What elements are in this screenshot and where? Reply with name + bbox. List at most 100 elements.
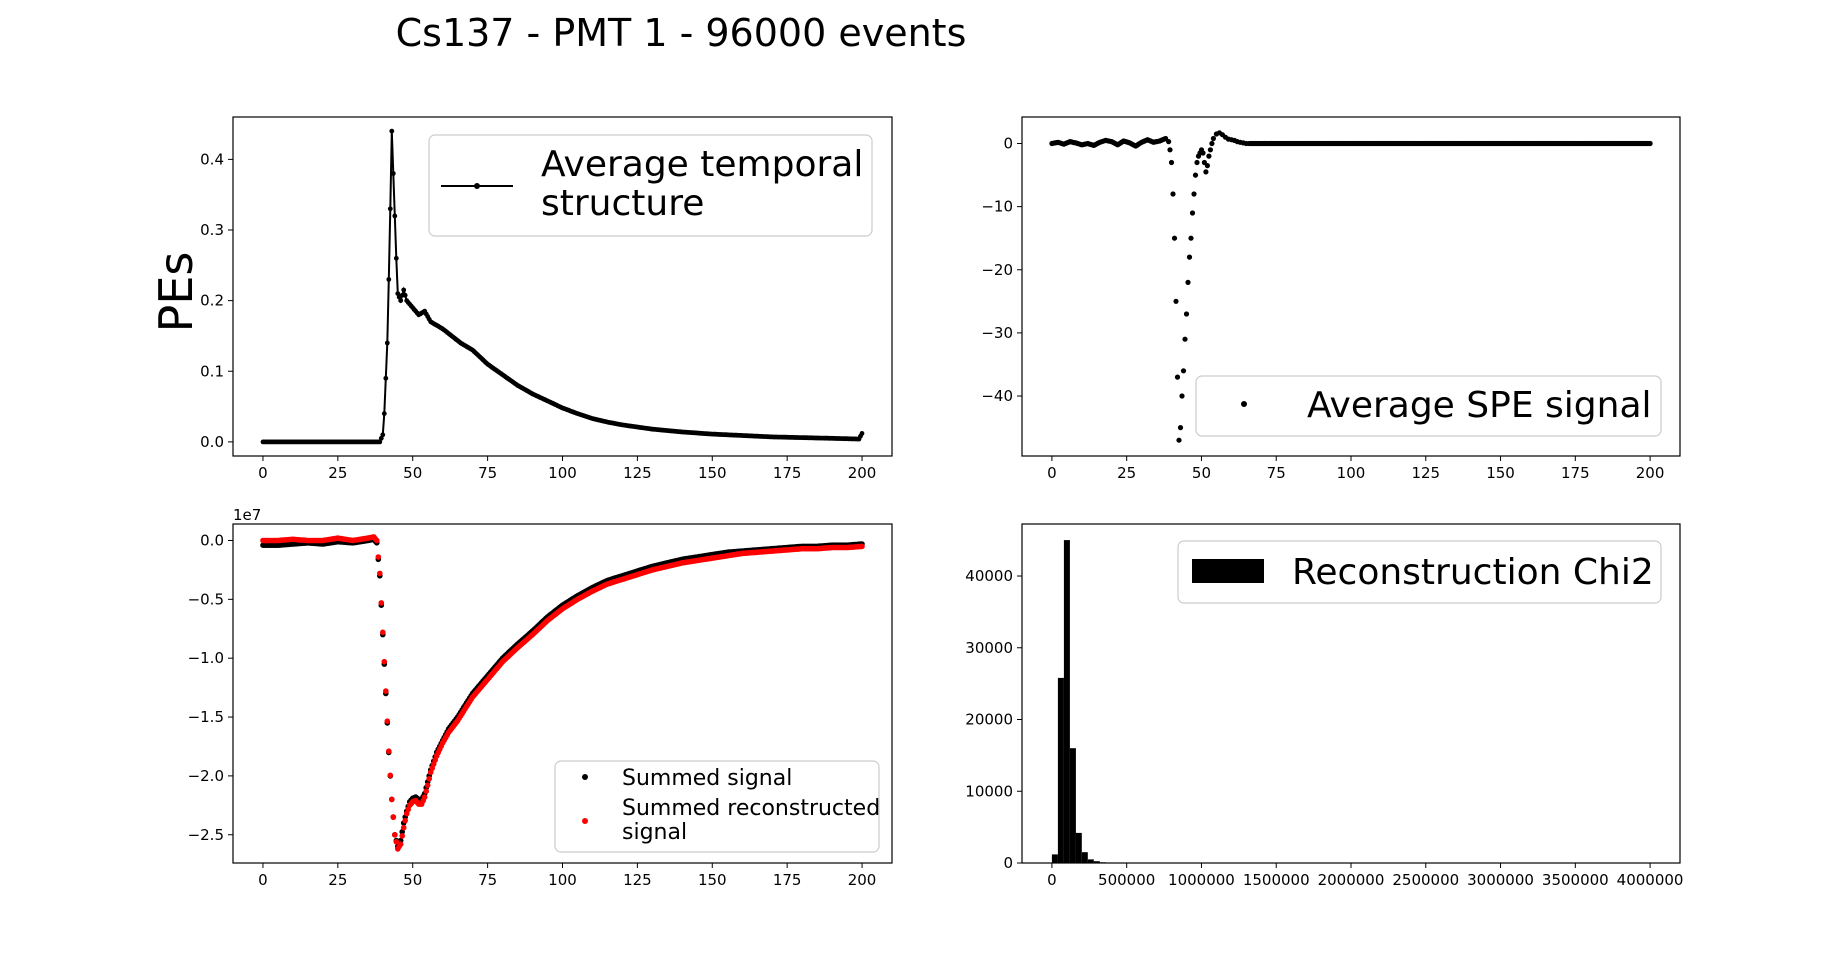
data-point (1207, 147, 1213, 153)
data-point (402, 817, 409, 824)
y-offset-label: 1e7 (233, 506, 261, 524)
data-point (390, 814, 397, 820)
data-point (1209, 140, 1215, 147)
x-tick-label: 50 (1192, 464, 1211, 482)
x-tick-label: 75 (478, 871, 497, 889)
data-point (1206, 153, 1212, 159)
data-point (1180, 368, 1187, 374)
y-tick-label: −2.5 (188, 826, 224, 844)
y-tick-label: 0.0 (200, 531, 224, 549)
data-point (398, 298, 404, 303)
data-point (390, 171, 396, 176)
histogram-bar (1051, 854, 1058, 863)
y-tick-label: −30 (981, 324, 1013, 342)
legend-label: Summed reconstructed (622, 796, 880, 821)
histogram-bar (1093, 861, 1100, 863)
data-point (427, 769, 434, 776)
data-point (393, 255, 399, 261)
x-tick-label: 2000000 (1318, 871, 1385, 889)
histogram-bar (1057, 677, 1064, 863)
data-point (403, 810, 410, 817)
legend: Summed signal Summed reconstructed signal (554, 760, 880, 853)
x-tick-label: 175 (773, 464, 802, 482)
spe-signal-plot: 0 25 50 75 100 125 150 175 200 0 −10 −20 −30 −40 Avera… (981, 116, 1681, 482)
data-point (1177, 425, 1184, 431)
x-tick-label: 125 (623, 871, 652, 889)
data-point (1192, 172, 1199, 178)
data-point (1179, 393, 1185, 399)
x-tick-label: 125 (623, 464, 652, 482)
data-point (380, 432, 386, 438)
x-tick-label: 150 (698, 464, 727, 482)
histogram-bar (1099, 862, 1106, 863)
data-point (1183, 311, 1190, 317)
series-markers-spe (1049, 130, 1653, 443)
y-tick-label: −1.5 (188, 708, 224, 726)
legend-frame (1177, 540, 1662, 604)
data-point (1170, 191, 1176, 197)
x-tick-label: 100 (548, 464, 577, 482)
data-point (400, 824, 407, 831)
data-point (1173, 298, 1179, 304)
legend-label: Reconstruction Chi2 (1292, 552, 1654, 593)
x-tick-label: 4000000 (1617, 871, 1684, 889)
data-point (1167, 147, 1173, 153)
data-point (389, 796, 395, 803)
legend-frame (1195, 375, 1662, 437)
x-tick-label: 0 (1047, 464, 1057, 482)
data-point (1171, 235, 1178, 241)
data-point (387, 772, 394, 779)
x-tick-label: 1000000 (1168, 871, 1235, 889)
data-point (392, 213, 398, 219)
data-point (384, 340, 390, 346)
y-tick-label: 0.0 (200, 433, 224, 451)
legend-frame (554, 760, 880, 853)
y-tick-label: 20000 (965, 711, 1013, 729)
data-point (1194, 159, 1200, 166)
data-point (402, 292, 408, 298)
chi2-histogram-plot: 0 500000 1000000 1500000 2000000 2500000 30000… (965, 523, 1684, 889)
data-point (1189, 210, 1196, 216)
y-tick-label: −40 (981, 387, 1013, 405)
y-tick-label: 0 (1003, 854, 1013, 872)
data-point (1168, 159, 1175, 166)
x-tick-label: 25 (328, 871, 347, 889)
x-tick-label: 175 (773, 871, 802, 889)
data-point (377, 439, 383, 445)
x-tick-label: 175 (1561, 464, 1590, 482)
data-point (1188, 235, 1194, 241)
legend: Reconstruction Chi2 (1177, 540, 1662, 604)
y-tick-label: 0.1 (200, 362, 224, 380)
legend: Average SPE signal (1195, 375, 1662, 437)
y-tick-label: −20 (981, 261, 1013, 279)
legend-frame (428, 134, 873, 237)
histogram-bar (1087, 859, 1094, 863)
legend-marker (474, 183, 480, 189)
data-point (426, 776, 433, 782)
data-point (383, 375, 389, 381)
x-tick-label: 25 (1117, 464, 1136, 482)
data-point (1174, 374, 1181, 380)
y-axis-label: PEs (149, 252, 203, 333)
x-tick-label: 100 (548, 871, 577, 889)
data-point (375, 554, 382, 560)
y-tick-label: −10 (981, 198, 1013, 216)
x-tick-label: 3000000 (1467, 871, 1534, 889)
x-tick-label: 100 (1337, 464, 1366, 482)
y-tick-label: 40000 (965, 567, 1013, 585)
data-point (383, 688, 389, 694)
y-tick-label: 0.3 (200, 221, 224, 239)
histogram-bar (1081, 852, 1088, 863)
x-tick-label: 200 (1636, 464, 1665, 482)
temporal-structure-plot: 0 25 50 75 100 125 150 175 200 0.0 0.1 0.2 0.3 0.4 PEs… (149, 116, 893, 482)
data-point (392, 832, 398, 838)
data-point (377, 570, 383, 577)
data-point (1185, 279, 1191, 285)
data-point (1647, 140, 1653, 147)
x-tick-label: 150 (698, 871, 727, 889)
y-tick-label: −1.0 (188, 649, 224, 667)
legend-label: Summed signal (622, 766, 792, 791)
legend-label: Average SPE signal (1307, 385, 1652, 426)
data-point (1176, 437, 1182, 443)
